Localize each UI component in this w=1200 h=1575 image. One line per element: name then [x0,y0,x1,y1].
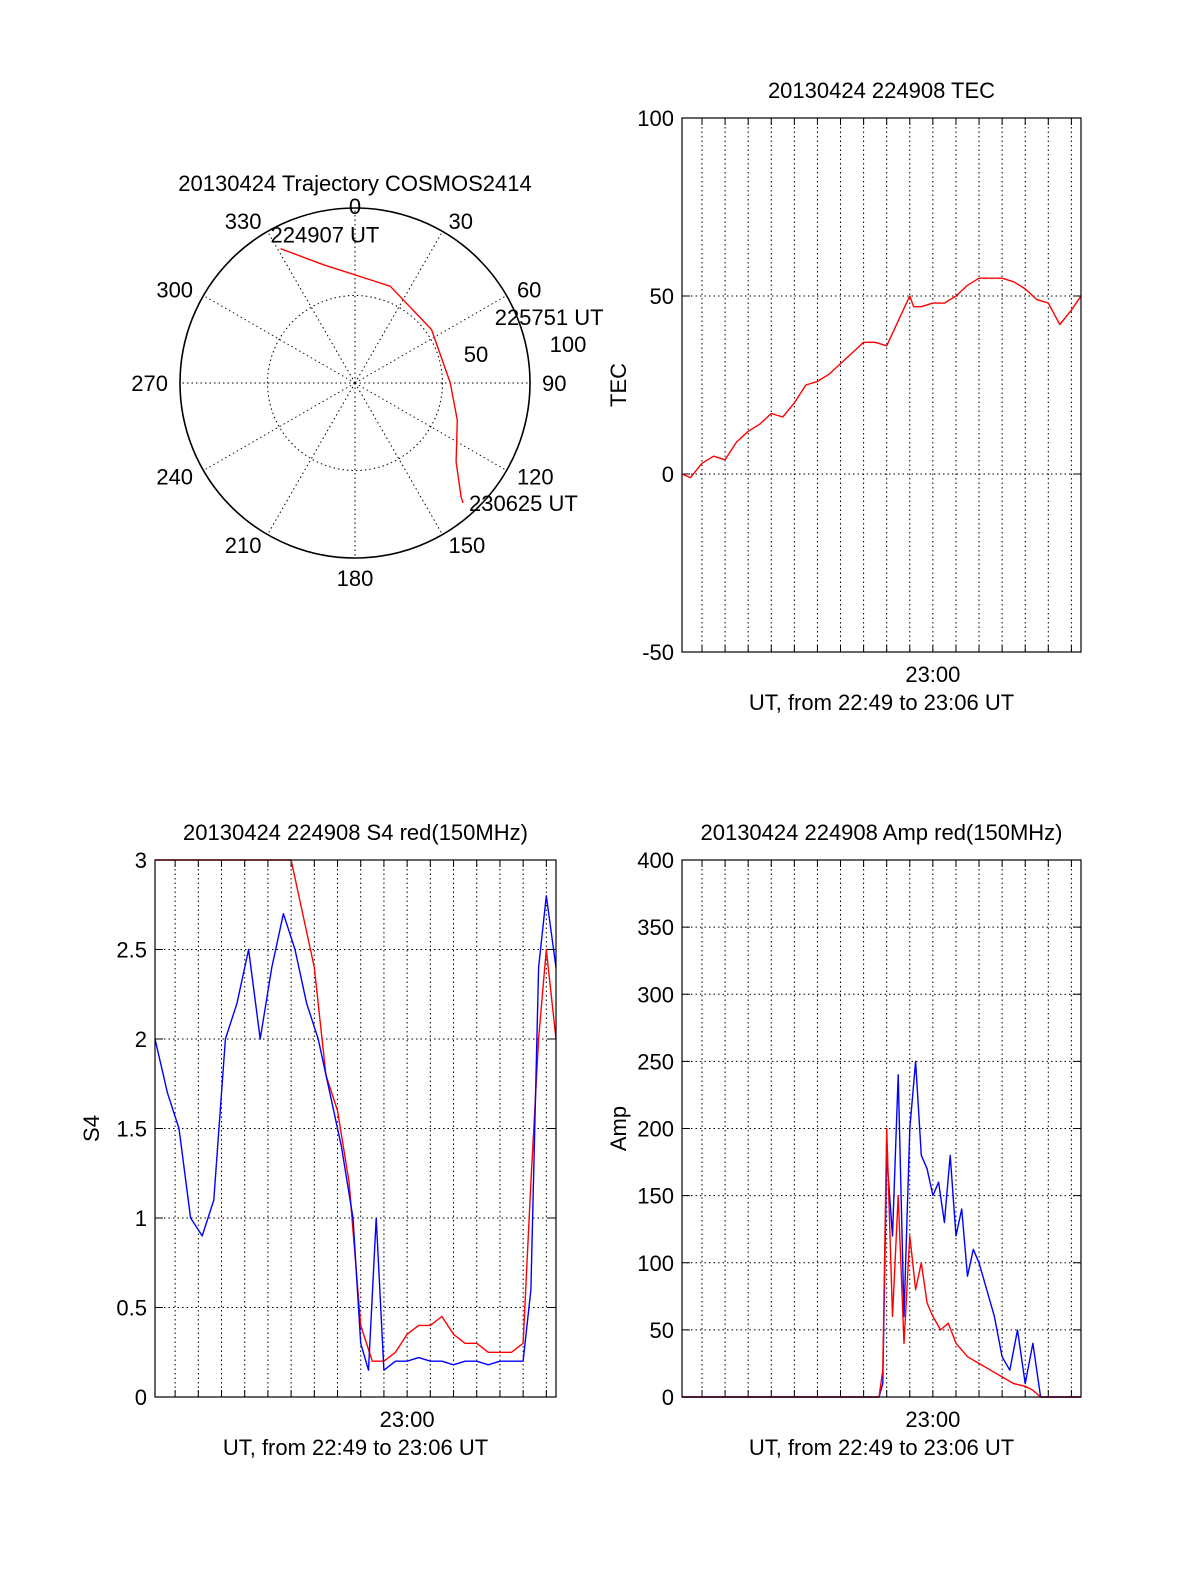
plot-frame [681,117,1082,653]
time-annotation: 230625 UT [469,491,578,516]
y-axis-label: Amp [606,1106,631,1151]
azimuth-label: 330 [225,209,262,234]
elevation-ring [267,295,443,471]
azimuth-spoke [203,382,356,471]
series-line-0000ff [682,1060,1081,1398]
y-tick-label: 350 [637,915,674,940]
azimuth-spoke [354,295,507,384]
y-tick-label: 1.5 [116,1117,147,1142]
azimuth-label: 180 [337,566,374,591]
y-axis-label: S4 [79,1115,104,1142]
series-line-ff0000 [682,1127,1081,1398]
azimuth-label: 60 [517,278,541,303]
y-tick-label: 400 [637,848,674,873]
time-annotation: 225751 UT [495,305,604,330]
y-tick-label: 150 [637,1184,674,1209]
s4-panel: 0 0.5 1 1.5 2 2.5 3 23:00 20130424 224908 S4 red… [79,820,557,1460]
series-line-ff0000 [155,859,557,1362]
x-tick-label: 23:00 [905,662,960,687]
tec-panel: -50 0 50 100 23:00 20130424 224908 TEC UT, fro… [606,78,1082,715]
azimuth-spoke [267,382,356,535]
y-tick-label: 2 [135,1027,147,1052]
azimuth-label: 150 [449,533,486,558]
y-tick-label: 50 [650,284,674,309]
y-tick-label: 100 [637,1251,674,1276]
plot-frame [681,859,1082,1398]
y-tick-label: 3 [135,848,147,873]
chart-title: 20130424 Trajectory COSMOS2414 [178,171,531,196]
radial-label: 50 [464,342,488,367]
series-line-0000ff [154,895,557,1371]
radial-label: 100 [550,332,587,357]
azimuth-label: 300 [156,278,193,303]
azimuth-spoke [354,231,443,384]
trajectory-line [280,247,464,504]
series-line-ff0000 [681,277,1082,479]
azimuth-label: 90 [542,371,566,396]
trajectory-panel: 0 30 60 90 120 150 180 210 240 270 300 330 50 100 2249… [131,171,603,591]
azimuth-label: 30 [449,209,473,234]
y-tick-label: 1 [135,1206,147,1231]
x-axis-label: UT, from 22:49 to 23:06 UT [749,1435,1014,1460]
y-tick-label: 0 [662,1385,674,1410]
amp-panel: 0 50 100 150 200 250 300 350 400 23:00 20130424 22… [606,820,1082,1460]
y-axis-label: TEC [606,363,631,407]
plot-frame [154,859,557,1398]
azimuth-label: 240 [156,465,193,490]
chart-title: 20130424 224908 Amp red(150MHz) [700,820,1062,845]
x-axis-label: UT, from 22:49 to 23:06 UT [749,690,1014,715]
time-annotation: 224907 UT [271,223,380,248]
azimuth-label: 210 [225,533,262,558]
y-tick-label: 50 [650,1318,674,1343]
y-tick-label: 250 [637,1049,674,1074]
x-axis-label: UT, from 22:49 to 23:06 UT [223,1435,488,1460]
y-tick-label: 0.5 [116,1296,147,1321]
y-tick-label: 0 [135,1385,147,1410]
x-tick-label: 23:00 [380,1407,435,1432]
y-tick-label: 0 [662,462,674,487]
chart-title: 20130424 224908 S4 red(150MHz) [183,820,528,845]
azimuth-label: 0 [349,194,361,219]
y-tick-label: -50 [642,640,674,665]
x-tick-label: 23:00 [905,1407,960,1432]
azimuth-label: 120 [517,465,554,490]
y-tick-label: 200 [637,1117,674,1142]
horizon-ring [179,207,531,559]
y-tick-label: 300 [637,982,674,1007]
y-tick-label: 100 [637,106,674,131]
y-tick-label: 2.5 [116,938,147,963]
chart-title: 20130424 224908 TEC [768,78,995,103]
azimuth-label: 270 [131,371,168,396]
